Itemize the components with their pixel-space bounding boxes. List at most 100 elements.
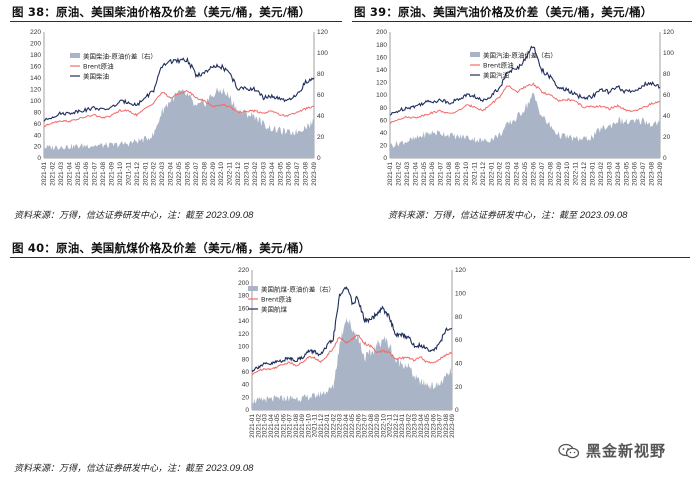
figure-39-source: 资料来源：万得，信达证券研发中心，注：截至 2023.09.08 bbox=[388, 208, 627, 221]
x-tick-label: 2022-09 bbox=[556, 162, 563, 186]
y-tick-label-left: 160 bbox=[376, 54, 387, 61]
x-tick-label: 2022-08 bbox=[547, 162, 554, 186]
x-tick-label: 2021-09 bbox=[299, 414, 306, 438]
y-tick-label-left: 180 bbox=[238, 293, 249, 300]
figure-40-source: 资料来源：万得，信达证券研发中心，注：截至 2023.09.08 bbox=[14, 461, 253, 474]
figure-39-title: 图 39：原油、美国汽油价格及价差（美元/桶，美元/桶） bbox=[354, 5, 653, 19]
x-tick-label: 2022-12 bbox=[581, 162, 588, 186]
y-tick-label-right: 40 bbox=[455, 361, 463, 368]
x-tick-label: 2022-03 bbox=[159, 162, 166, 186]
figure-38-source-date: 2023.09.08 bbox=[205, 210, 254, 221]
x-tick-label: 2023-08 bbox=[649, 162, 656, 186]
x-tick-label: 2021-04 bbox=[268, 414, 275, 438]
x-tick-label: 2021-08 bbox=[293, 414, 300, 438]
y-tick-label-right: 0 bbox=[455, 407, 459, 414]
y-tick-label-left: 160 bbox=[30, 64, 41, 71]
x-tick-label: 2022-02 bbox=[330, 414, 337, 438]
figure-40-source-text: 资料来源：万得，信达证券研发中心，注：截至 bbox=[14, 464, 204, 474]
x-tick-label: 2023-09 bbox=[657, 162, 664, 186]
y-tick-label-left: 180 bbox=[30, 52, 41, 59]
x-tick-label: 2023-05 bbox=[623, 162, 630, 186]
y-tick-label-right: 60 bbox=[317, 92, 325, 99]
legend-label: 美国汽油 bbox=[483, 70, 509, 79]
y-tick-label-left: 100 bbox=[30, 98, 41, 105]
x-tick-label: 2022-05 bbox=[349, 414, 356, 438]
series-spread-area bbox=[390, 92, 660, 158]
x-tick-label: 2021-03 bbox=[58, 162, 65, 186]
series-spread-area bbox=[44, 87, 314, 158]
x-tick-label: 2023-01 bbox=[399, 414, 406, 438]
figure-40-source-date: 2023.09.08 bbox=[205, 463, 254, 474]
y-tick-label-left: 40 bbox=[242, 382, 250, 389]
legend-swatch-spread bbox=[470, 52, 480, 57]
x-tick-label: 2021-06 bbox=[429, 162, 436, 186]
x-tick-label: 2022-10 bbox=[380, 414, 387, 438]
x-tick-label: 2021-01 bbox=[249, 414, 256, 438]
y-tick-label-right: 120 bbox=[317, 29, 328, 36]
x-tick-label: 2021-07 bbox=[438, 162, 445, 186]
legend-label: 美国航煤-原油价差（右） bbox=[261, 284, 335, 293]
x-tick-label: 2023-04 bbox=[418, 414, 425, 438]
x-tick-label: 2022-08 bbox=[368, 414, 375, 438]
x-tick-label: 2022-08 bbox=[201, 162, 208, 186]
x-tick-label: 2022-11 bbox=[573, 162, 580, 186]
y-tick-label-left: 120 bbox=[30, 86, 41, 93]
x-tick-label: 2022-04 bbox=[168, 162, 175, 186]
x-tick-label: 2023-01 bbox=[244, 162, 251, 186]
x-tick-label: 2021-11 bbox=[312, 414, 319, 438]
y-tick-label-right: 80 bbox=[317, 71, 325, 78]
legend-swatch-spread bbox=[248, 286, 258, 291]
figure-38-chart: 0 20 40 60 80 100 120 140 160 180 200 220 0 20 40 60 80 1… bbox=[30, 29, 328, 186]
x-tick-label: 2021-08 bbox=[446, 162, 453, 186]
watermark: 黑金新视野 bbox=[558, 440, 666, 461]
y-tick-label-right: 20 bbox=[455, 384, 463, 391]
x-tick-label: 2021-07 bbox=[92, 162, 99, 186]
figure-40-rule bbox=[10, 257, 690, 258]
y-tick-label-left: 140 bbox=[376, 67, 387, 74]
series-spread-area bbox=[252, 317, 452, 410]
x-tick-label: 2022-06 bbox=[530, 162, 537, 186]
watermark-text: 黑金新视野 bbox=[586, 442, 667, 460]
y-tick-label-left: 160 bbox=[238, 305, 249, 312]
x-tick-label: 2022-10 bbox=[564, 162, 571, 186]
x-tick-label: 2023-07 bbox=[640, 162, 647, 186]
figure-39-source-text: 资料来源：万得，信达证券研发中心，注：截至 bbox=[388, 211, 578, 221]
x-tick-label: 2022-05 bbox=[176, 162, 183, 186]
y-tick-label-right: 20 bbox=[663, 134, 671, 141]
x-tick-label: 2021-12 bbox=[480, 162, 487, 186]
x-tick-label: 2022-05 bbox=[522, 162, 529, 186]
x-tick-label: 2021-05 bbox=[421, 162, 428, 186]
y-tick-label-left: 40 bbox=[34, 132, 42, 139]
figure-40-chart: 0 20 40 60 80 100 120 140 160 180 200 220 0 20 40 60 80 1… bbox=[238, 267, 466, 438]
x-tick-label: 2021-12 bbox=[318, 414, 325, 438]
x-tick-label: 2022-11 bbox=[227, 162, 234, 186]
x-tick-label: 2022-01 bbox=[488, 162, 495, 186]
x-tick-label: 2021-02 bbox=[49, 162, 56, 186]
y-tick-label-right: 60 bbox=[455, 337, 463, 344]
x-tick-label: 2022-09 bbox=[374, 414, 381, 438]
y-tick-label-left: 20 bbox=[380, 143, 388, 150]
x-tick-label: 2023-03 bbox=[260, 162, 267, 186]
legend-label: Brent原油 bbox=[261, 294, 292, 303]
x-tick-label: 2023-09 bbox=[449, 414, 456, 438]
x-tick-label: 2021-01 bbox=[387, 162, 394, 186]
x-tick-label: 2021-05 bbox=[274, 414, 281, 438]
x-tick-label: 2022-12 bbox=[393, 414, 400, 438]
x-tick-label: 2022-03 bbox=[505, 162, 512, 186]
x-tick-label: 2021-03 bbox=[404, 162, 411, 186]
legend-label: 美国汽油-原油价差（右） bbox=[483, 50, 557, 59]
y-tick-label-right: 80 bbox=[663, 71, 671, 78]
figure-38-rule bbox=[10, 21, 342, 22]
x-tick-label: 2023-02 bbox=[405, 414, 412, 438]
figure-40-title: 图 40：原油、美国航煤价格及价差（美元/桶，美元/桶） bbox=[12, 241, 311, 255]
y-tick-label-left: 120 bbox=[238, 331, 249, 338]
x-tick-label: 2021-10 bbox=[463, 162, 470, 186]
x-tick-label: 2023-04 bbox=[615, 162, 622, 186]
x-tick-label: 2021-12 bbox=[134, 162, 141, 186]
x-tick-label: 2023-06 bbox=[430, 414, 437, 438]
legend-label: Brent原油 bbox=[83, 61, 114, 70]
x-tick-label: 2023-01 bbox=[590, 162, 597, 186]
y-tick-label-left: 200 bbox=[238, 280, 249, 287]
x-tick-label: 2022-04 bbox=[514, 162, 521, 186]
